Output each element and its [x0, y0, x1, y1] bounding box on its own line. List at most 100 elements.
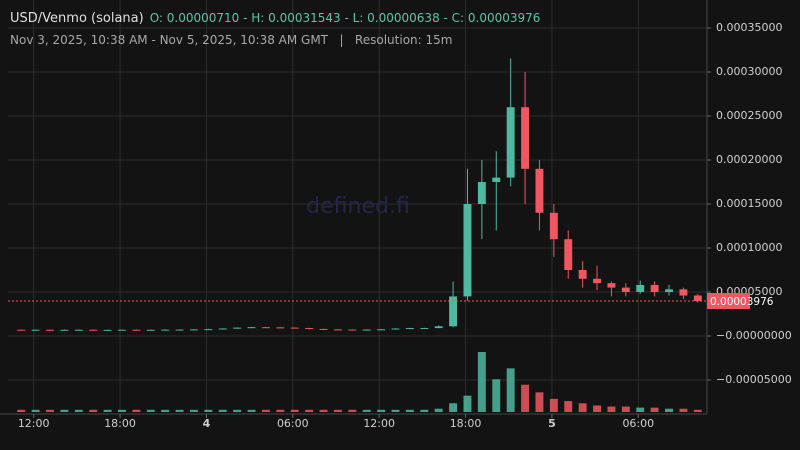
volume-bar: [89, 409, 98, 412]
candle-body: [175, 329, 184, 331]
volume-bar: [276, 409, 285, 412]
candle-body: [434, 326, 443, 329]
volume-bar: [665, 408, 673, 412]
candle-body: [46, 329, 54, 331]
volume-bar: [132, 409, 141, 412]
volume-bar: [679, 408, 688, 412]
candle-body: [463, 204, 472, 297]
candle-body: [578, 269, 587, 279]
candle-body: [132, 329, 141, 331]
candle-body: [305, 328, 314, 330]
volume-bar: [405, 409, 414, 412]
volume-bar: [146, 409, 155, 412]
volume-bar: [204, 409, 213, 412]
volume-bar: [593, 405, 601, 412]
volume-bar: [650, 407, 659, 412]
volume-bar: [377, 409, 386, 412]
y-tick-label: 0.00020000: [716, 153, 782, 166]
x-tick-label: 18:00: [450, 417, 482, 430]
volume-bar: [362, 409, 371, 412]
volume-bar: [621, 406, 630, 412]
volume-bar: [261, 409, 270, 412]
candle-body: [290, 327, 299, 329]
candle-body: [521, 107, 530, 169]
x-tick-label: 06:00: [277, 417, 309, 430]
y-tick-label: 0.00015000: [716, 197, 782, 210]
candle-body: [60, 329, 69, 331]
candle-body: [693, 295, 702, 301]
volume-bar: [189, 409, 198, 412]
candle-body: [261, 327, 270, 329]
candle-body: [405, 328, 414, 330]
candle-body: [665, 289, 673, 292]
volume-bar: [333, 409, 342, 412]
x-tick-label: 5: [548, 417, 556, 430]
candle-body: [189, 329, 198, 331]
volume-bar: [391, 409, 400, 412]
candle-body: [391, 328, 400, 330]
candle-body: [377, 329, 386, 331]
candle-body: [118, 329, 126, 331]
candle-body: [535, 168, 544, 213]
candle-body: [17, 329, 26, 331]
volume-bar: [434, 408, 443, 412]
volume-bar: [463, 395, 472, 412]
candle-body: [420, 328, 429, 330]
candle-body: [636, 284, 645, 292]
y-tick-label: −0.00000000: [716, 329, 792, 342]
volume-bar: [348, 409, 357, 412]
volume-bar: [247, 409, 256, 412]
candle-body: [492, 177, 501, 183]
candle-body: [549, 212, 558, 240]
volume-bar: [549, 398, 558, 412]
volume-bar: [636, 407, 645, 412]
watermark: defined.fi: [306, 194, 410, 219]
volume-bar: [535, 392, 544, 412]
volume-bar: [477, 352, 486, 412]
volume-bar: [233, 409, 242, 412]
x-tick-label: 4: [203, 417, 211, 430]
candle-body: [233, 327, 242, 329]
header: USD/Venmo (solana) O: 0.00000710 - H: 0.0…: [10, 11, 540, 26]
candle-body: [247, 327, 256, 329]
candle-body: [218, 328, 227, 330]
volume-bar: [564, 401, 573, 412]
volume-bar: [31, 409, 40, 412]
volume-bar: [74, 409, 83, 412]
y-tick-label: 0.00025000: [716, 109, 782, 122]
chart-subtitle: Nov 3, 2025, 10:38 AM - Nov 5, 2025, 10:…: [10, 33, 453, 47]
candle-body: [204, 329, 213, 331]
candle-body: [31, 329, 40, 331]
volume-bar: [420, 409, 429, 412]
volume-bar: [319, 409, 328, 412]
candle-body: [74, 329, 83, 331]
candle-body: [506, 107, 515, 178]
y-tick-label: −0.00005000: [716, 373, 792, 386]
x-tick-label: 12:00: [18, 417, 50, 430]
y-tick-label: 0.00030000: [716, 65, 782, 78]
volume-bar: [693, 409, 702, 412]
x-tick-label: 18:00: [104, 417, 136, 430]
volume-bar: [118, 409, 126, 412]
volume-bar: [175, 409, 184, 412]
volume-bar: [492, 379, 501, 412]
volume-bar: [290, 409, 299, 412]
volume-bar: [103, 409, 112, 412]
candle-body: [621, 287, 630, 292]
last-price-box: [707, 292, 750, 309]
x-tick-label: 12:00: [363, 417, 395, 430]
candle-body: [449, 296, 458, 327]
candle-body: [650, 284, 659, 292]
chart-title: USD/Venmo (solana): [10, 11, 144, 26]
candle-body: [161, 329, 170, 331]
candle-body: [319, 328, 328, 330]
ohlc-legend: O: 0.00000710 - H: 0.00031543 - L: 0.000…: [149, 11, 541, 25]
candle-body: [89, 329, 98, 331]
candle-body: [607, 283, 616, 288]
x-tick-label: 06:00: [622, 417, 654, 430]
volume-bar: [578, 403, 587, 412]
volume-bar: [161, 409, 170, 412]
candle-body: [564, 239, 573, 270]
